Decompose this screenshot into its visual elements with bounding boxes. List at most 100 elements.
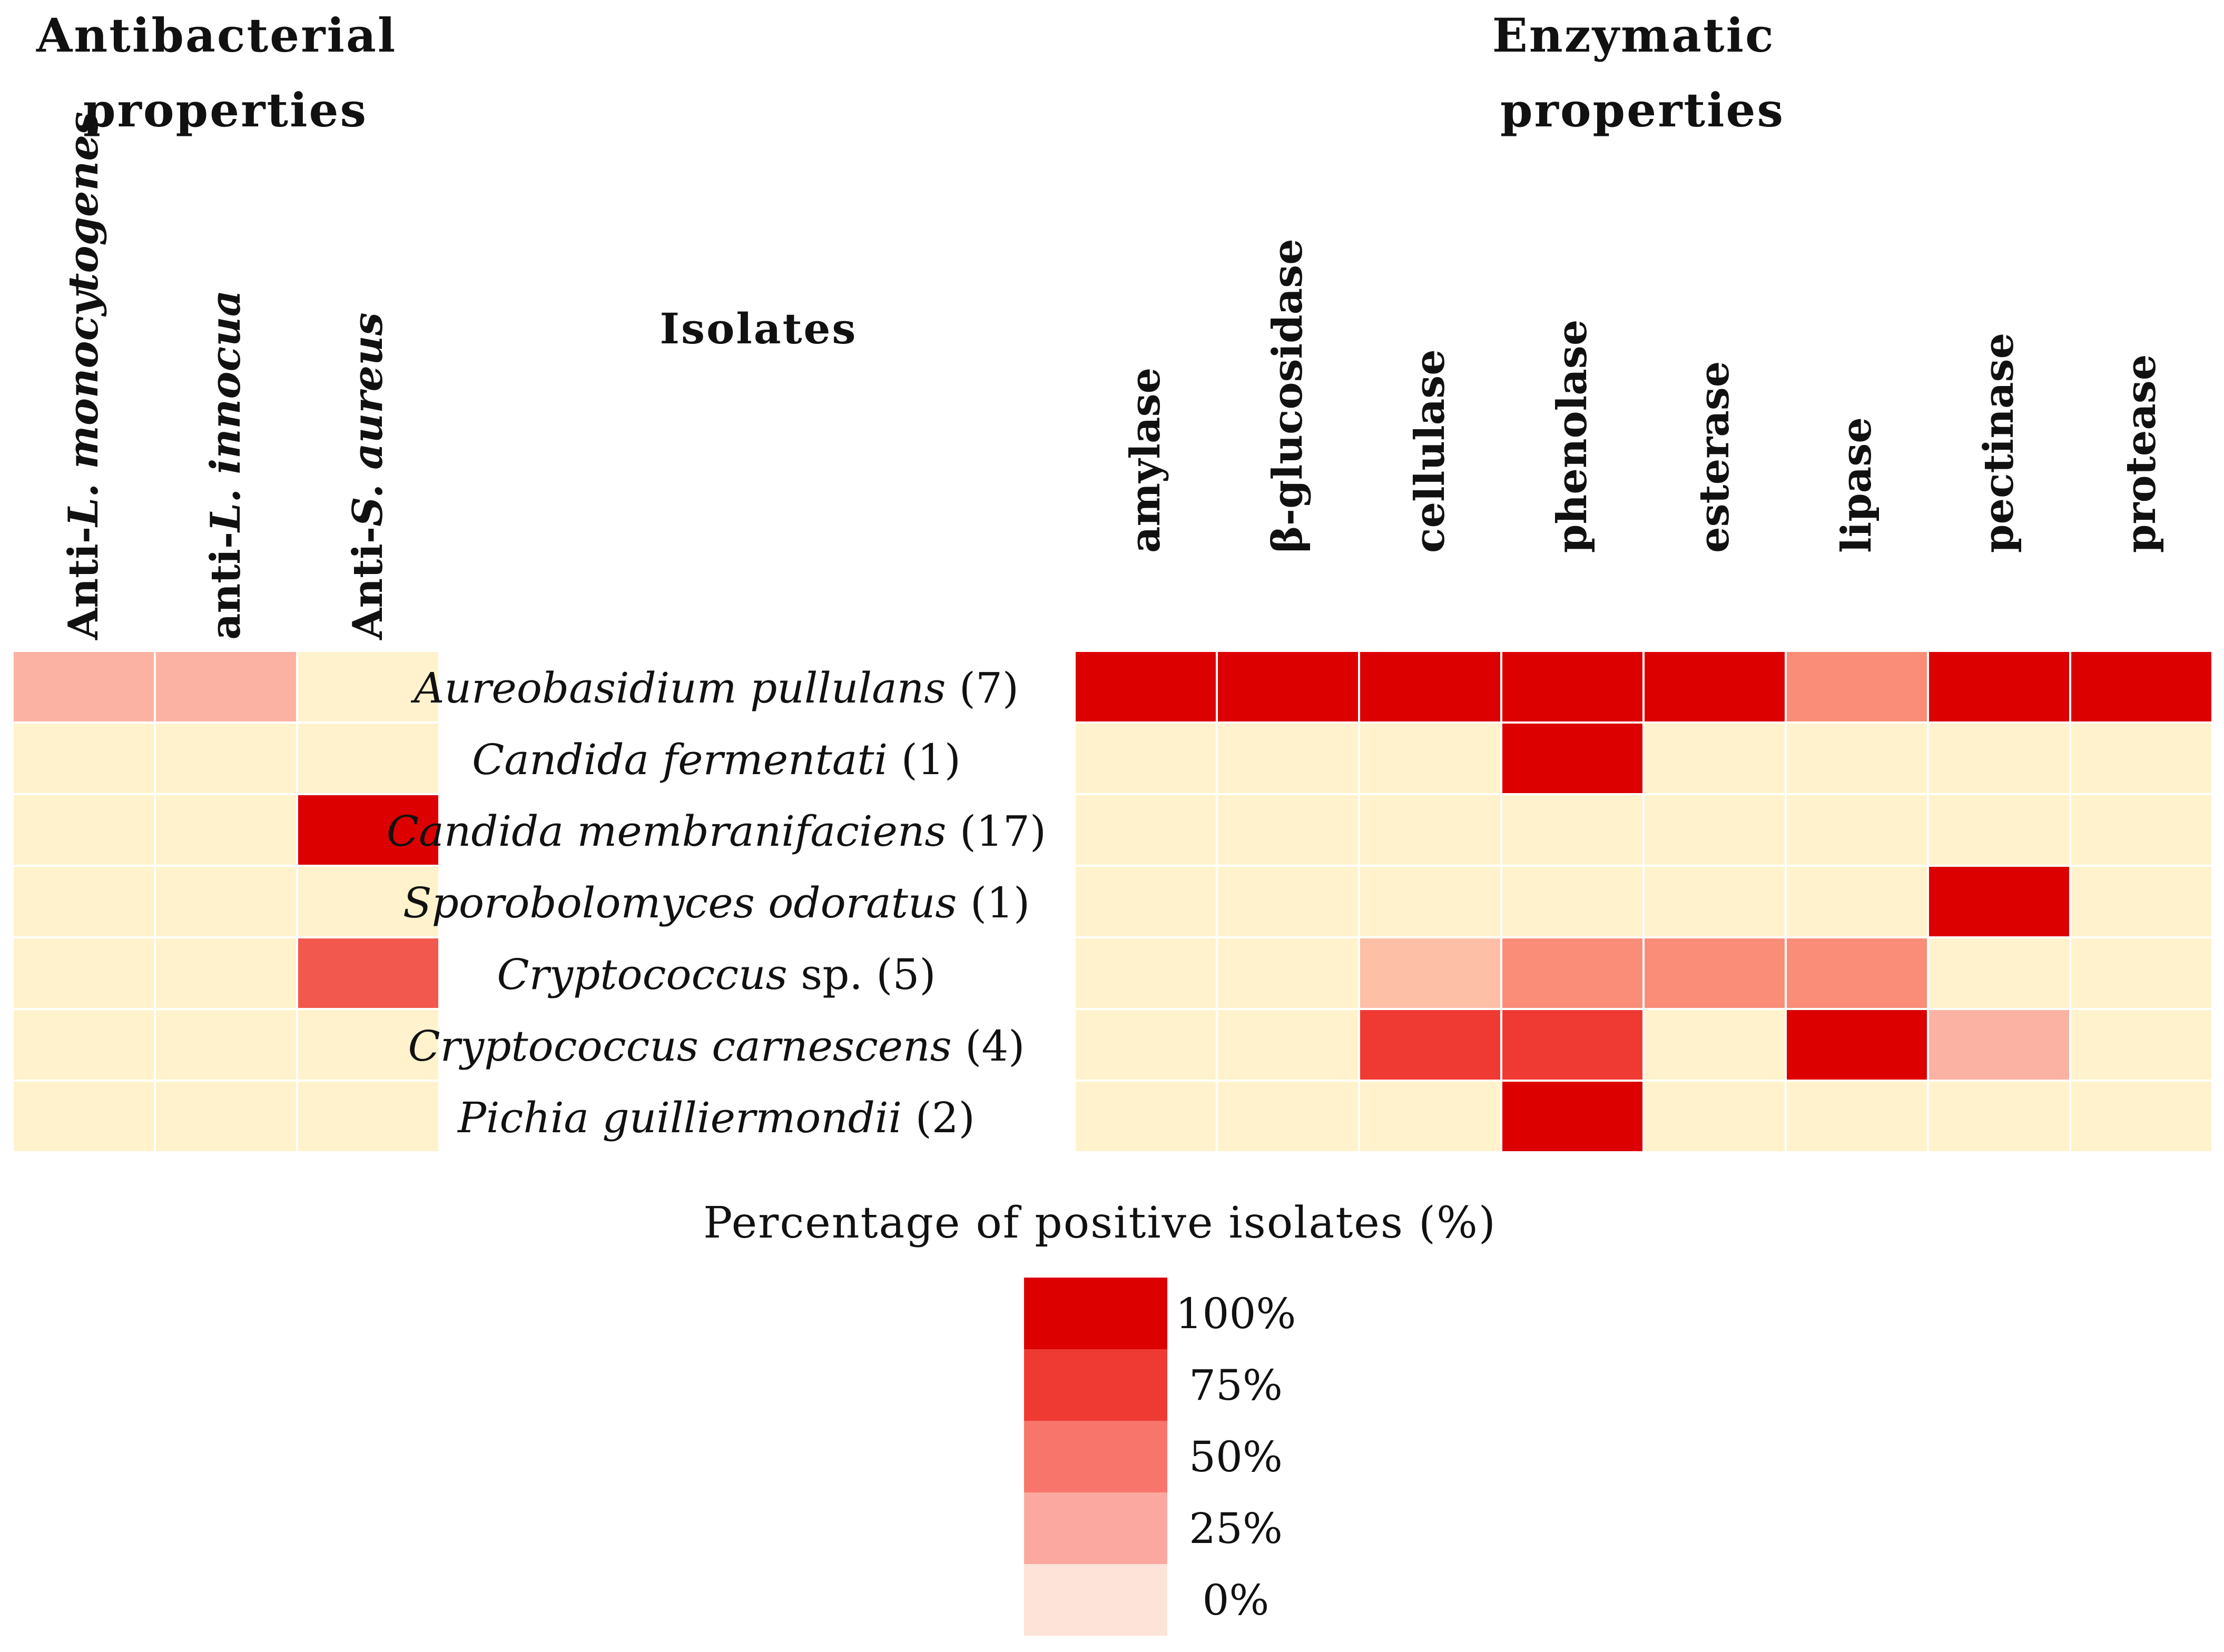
- enzymatic-cell-r2-c7: [2071, 795, 2211, 865]
- enzymatic-cell-r5-c2: [1360, 1010, 1500, 1080]
- legend-swatch: [1024, 1349, 1167, 1421]
- enzymatic-cell-r3-c0: [1076, 867, 1216, 936]
- enzymatic-cell-r0-c0: [1076, 652, 1216, 721]
- enzymatic-cell-r1-c4: [1645, 724, 1785, 793]
- enzymatic-cell-r6-c1: [1218, 1082, 1358, 1151]
- antibacterial-cell-r3-c2: [298, 867, 438, 936]
- enzymatic-cell-r1-c6: [1929, 724, 2069, 793]
- legend-swatch: [1024, 1278, 1167, 1349]
- enzymatic-cell-r1-c0: [1076, 724, 1216, 793]
- enzymatic-cell-r0-c4: [1645, 652, 1785, 721]
- row-label: Candida membranifaciens (17): [387, 807, 1046, 856]
- enzymatic-cell-r0-c3: [1502, 652, 1642, 721]
- enzymatic-cell-r6-c7: [2071, 1082, 2211, 1151]
- legend-tick-label: 25%: [1189, 1504, 1283, 1553]
- enzymatic-cell-r4-c1: [1218, 938, 1358, 1008]
- enzymatic-cell-r6-c5: [1787, 1082, 1927, 1151]
- enzymatic-cell-r1-c2: [1360, 724, 1500, 793]
- enzymatic-cell-r0-c7: [2071, 652, 2211, 721]
- enzymatic-cell-r2-c2: [1360, 795, 1500, 865]
- enzymatic-cell-r3-c2: [1360, 867, 1500, 936]
- antibacterial-cell-r6-c0: [14, 1082, 154, 1151]
- enzymatic-cell-r1-c7: [2071, 724, 2211, 793]
- antibacterial-cell-r4-c1: [156, 938, 296, 1008]
- antibacterial-cell-r3-c0: [14, 867, 154, 936]
- antibacterial-cell-r6-c2: [298, 1082, 438, 1151]
- antibacterial-column-label: anti-L. innocua: [202, 290, 250, 640]
- enzymatic-cell-r0-c5: [1787, 652, 1927, 721]
- enzymatic-cell-r4-c6: [1929, 938, 2069, 1008]
- antibacterial-column-label: Anti-S. aureus: [344, 312, 392, 640]
- row-label: Aureobasidium pullulans (7): [410, 664, 1019, 713]
- enzymatic-cell-r4-c4: [1645, 938, 1785, 1008]
- antibacterial-cell-r0-c1: [156, 652, 296, 721]
- enzymatic-cell-r6-c4: [1645, 1082, 1785, 1151]
- enzymatic-column-label: lipase: [1833, 417, 1881, 553]
- enzymatic-cell-r2-c0: [1076, 795, 1216, 865]
- enzymatic-cell-r2-c4: [1645, 795, 1785, 865]
- enzymatic-group-title: Enzymatic properties: [1492, 8, 1793, 137]
- enzymatic-column-label: protease: [2117, 354, 2165, 553]
- antibacterial-cell-r1-c1: [156, 724, 296, 793]
- enzymatic-cell-r1-c3: [1502, 724, 1642, 793]
- enzymatic-column-label: amylase: [1121, 368, 1169, 553]
- enzymatic-cell-r4-c7: [2071, 938, 2211, 1008]
- enzymatic-cell-r4-c5: [1787, 938, 1927, 1008]
- enzymatic-cell-r0-c2: [1360, 652, 1500, 721]
- legend-tick-label: 50%: [1189, 1432, 1283, 1481]
- enzymatic-cell-r3-c6: [1929, 867, 2069, 936]
- enzymatic-cell-r0-c6: [1929, 652, 2069, 721]
- enzymatic-column-label: cellulase: [1406, 349, 1454, 553]
- antibacterial-cell-r0-c2: [298, 652, 438, 721]
- antibacterial-cell-r0-c0: [14, 652, 154, 721]
- enzymatic-cell-r2-c1: [1218, 795, 1358, 865]
- antibacterial-cell-r2-c0: [14, 795, 154, 865]
- enzymatic-cell-r5-c0: [1076, 1010, 1216, 1080]
- enzymatic-cell-r1-c1: [1218, 724, 1358, 793]
- enzymatic-cell-r6-c0: [1076, 1082, 1216, 1151]
- antibacterial-group-title: Antibacterial properties: [36, 8, 415, 137]
- enzymatic-column-label: esterase: [1690, 361, 1738, 553]
- enzymatic-cell-r5-c3: [1502, 1010, 1642, 1080]
- enzymatic-cell-r5-c6: [1929, 1010, 2069, 1080]
- legend-title: Percentage of positive isolates (%): [703, 1198, 1497, 1248]
- antibacterial-cell-r5-c0: [14, 1010, 154, 1080]
- enzymatic-cell-r3-c7: [2071, 867, 2211, 936]
- enzymatic-cell-r4-c3: [1502, 938, 1642, 1008]
- enzymatic-column-label: phenolase: [1548, 320, 1596, 553]
- antibacterial-cell-r5-c1: [156, 1010, 296, 1080]
- enzymatic-cell-r5-c5: [1787, 1010, 1927, 1080]
- antibacterial-cell-r5-c2: [298, 1010, 438, 1080]
- enzymatic-cell-r6-c3: [1502, 1082, 1642, 1151]
- antibacterial-column-label: Anti-L. monocytogenes: [60, 112, 107, 640]
- antibacterial-cell-r1-c2: [298, 724, 438, 793]
- enzymatic-cell-r2-c6: [1929, 795, 2069, 865]
- enzymatic-cell-r0-c1: [1218, 652, 1358, 721]
- enzymatic-cell-r3-c5: [1787, 867, 1927, 936]
- antibacterial-cell-r1-c0: [14, 724, 154, 793]
- row-label: Sporobolomyces odoratus (1): [403, 878, 1030, 927]
- enzymatic-column-label: β-glucosidase: [1264, 239, 1312, 553]
- antibacterial-cell-r4-c2: [298, 938, 438, 1008]
- legend-tick-label: 0%: [1203, 1576, 1270, 1625]
- legend: 100% 75% 50% 25% 0%: [1024, 1278, 1296, 1636]
- enzymatic-cell-r2-c3: [1502, 795, 1642, 865]
- enzymatic-column-label: pectinase: [1975, 333, 2023, 553]
- legend-swatch: [1024, 1492, 1167, 1564]
- antibacterial-cell-r2-c1: [156, 795, 296, 865]
- heatmap-cells: [14, 652, 2211, 1151]
- enzymatic-cell-r6-c6: [1929, 1082, 2069, 1151]
- enzymatic-cell-r5-c7: [2071, 1010, 2211, 1080]
- legend-swatch: [1024, 1564, 1167, 1636]
- enzymatic-cell-r3-c4: [1645, 867, 1785, 936]
- enzymatic-cell-r3-c1: [1218, 867, 1358, 936]
- legend-tick-label: 75%: [1189, 1361, 1283, 1410]
- enzymatic-cell-r1-c5: [1787, 724, 1927, 793]
- enzymatic-cell-r5-c1: [1218, 1010, 1358, 1080]
- row-label: Cryptococcus carnescens (4): [408, 1022, 1025, 1071]
- row-label: Candida fermentati (1): [472, 735, 961, 784]
- enzymatic-cell-r6-c2: [1360, 1082, 1500, 1151]
- row-labels: Aureobasidium pullulans (7) Candida ferme…: [387, 664, 1046, 1142]
- antibacterial-cell-r2-c2: [298, 795, 438, 865]
- antibacterial-cell-r3-c1: [156, 867, 296, 936]
